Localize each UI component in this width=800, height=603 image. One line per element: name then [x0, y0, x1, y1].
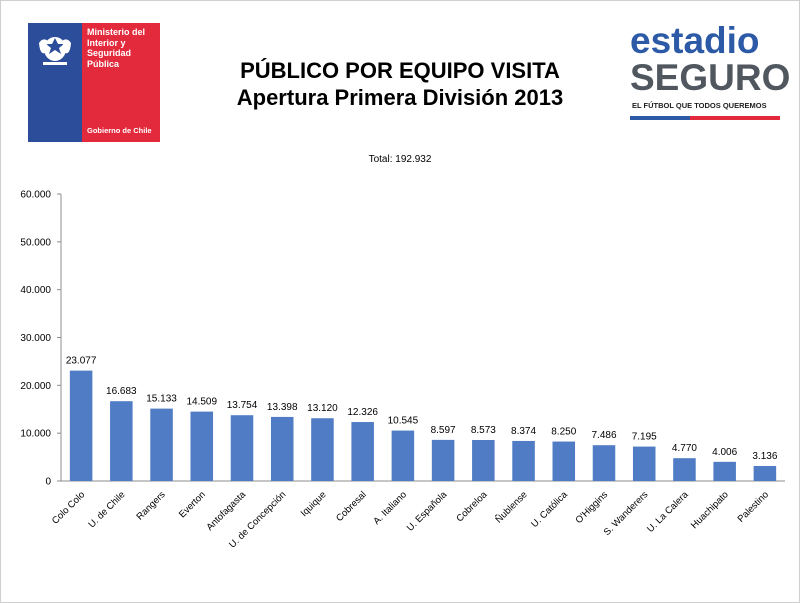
data-label: 7.195 — [632, 432, 657, 443]
bar — [632, 446, 656, 481]
bar — [230, 415, 254, 481]
y-tick-label: 0 — [45, 477, 51, 488]
bar — [713, 461, 736, 481]
x-tick-label: Cobresal — [334, 489, 369, 524]
bar — [69, 370, 93, 481]
bar — [190, 411, 214, 481]
bar — [753, 465, 777, 481]
bar — [431, 439, 455, 481]
ministry-line: Interior y — [87, 37, 126, 48]
bar — [110, 401, 133, 481]
data-label: 14.509 — [186, 397, 217, 408]
coat-of-arms-icon — [39, 37, 71, 65]
x-tick-label: U. La Calera — [645, 489, 691, 535]
total-label: Total: 192.932 — [368, 154, 432, 165]
gobierno-label: Gobierno de Chile — [87, 126, 152, 135]
logo-red-stripe — [690, 116, 780, 120]
y-tick-label: 10.000 — [20, 429, 51, 440]
bar — [270, 416, 294, 481]
bar — [391, 430, 415, 481]
y-tick-label: 40.000 — [20, 285, 51, 296]
bar — [472, 439, 495, 481]
x-tick-label: U. Española — [405, 489, 450, 534]
x-tick-label: A. Italiano — [371, 489, 409, 527]
ministry-line: Seguridad — [87, 48, 132, 58]
data-label: 13.398 — [267, 402, 298, 413]
bar — [351, 422, 374, 481]
x-tick-label: Ñublense — [494, 489, 530, 525]
chart-subtitle: Apertura Primera División 2013 — [236, 85, 564, 110]
data-label: 8.374 — [511, 426, 536, 437]
y-tick-label: 30.000 — [20, 333, 51, 344]
data-label: 4.770 — [672, 443, 697, 454]
data-label: 12.326 — [347, 407, 378, 418]
logo-blue-panel — [28, 23, 82, 142]
x-tick-label: Cobreloa — [454, 489, 490, 525]
y-tick-label: 50.000 — [20, 237, 51, 248]
bar — [673, 458, 696, 481]
data-label: 23.077 — [66, 356, 97, 367]
data-label: 10.545 — [388, 416, 419, 427]
x-tick-label: U. Católica — [529, 489, 570, 530]
data-label: 15.133 — [146, 394, 177, 405]
data-label: 4.006 — [712, 447, 737, 458]
data-label: 8.597 — [431, 425, 456, 436]
x-tick-label: Colo Colo — [50, 489, 87, 526]
y-tick-label: 20.000 — [20, 381, 51, 392]
data-label: 8.250 — [551, 427, 576, 438]
bar — [311, 418, 334, 481]
data-label: 8.573 — [471, 425, 496, 436]
x-tick-label: Antofagasta — [204, 489, 248, 533]
data-label: 13.120 — [307, 403, 338, 414]
x-tick-label: Palestino — [736, 489, 771, 524]
logo-blue-stripe — [630, 116, 690, 120]
x-tick-label: Rangers — [134, 489, 167, 522]
bar — [512, 440, 535, 481]
bar — [592, 445, 616, 481]
logo-word-estadio: estadio — [630, 20, 760, 61]
estadio-seguro-logo: estadio SEGURO EL FÚTBOL QUE TODOS QUERE… — [630, 20, 790, 126]
ministry-line: Ministerio del — [87, 27, 146, 37]
y-tick-label: 60.000 — [20, 190, 51, 201]
data-label: 7.486 — [591, 430, 616, 441]
x-tick-label: O'Higgins — [573, 489, 610, 526]
chart-title: PÚBLICO POR EQUIPO VISITA — [240, 58, 560, 83]
x-tick-label: Iquique — [299, 489, 329, 519]
data-label: 13.754 — [227, 400, 258, 411]
bar — [552, 441, 576, 481]
data-label: 16.683 — [106, 386, 137, 397]
logo-word-seguro: SEGURO — [630, 57, 791, 98]
ministry-line: Pública — [87, 58, 120, 69]
bar — [150, 408, 173, 481]
logo-red-panel: Ministerio del Interior y Seguridad Públ… — [82, 23, 160, 142]
x-tick-label: Huachipato — [689, 489, 731, 531]
ministry-name: Ministerio del Interior y Seguridad Públ… — [87, 27, 157, 69]
x-tick-label: U. de Chile — [86, 489, 127, 530]
data-label: 3.136 — [752, 451, 777, 462]
gobierno-de-chile-logo: Ministerio del Interior y Seguridad Públ… — [28, 23, 160, 142]
x-tick-label: Everton — [177, 489, 208, 520]
logo-tagline: EL FÚTBOL QUE TODOS QUEREMOS — [632, 101, 767, 110]
